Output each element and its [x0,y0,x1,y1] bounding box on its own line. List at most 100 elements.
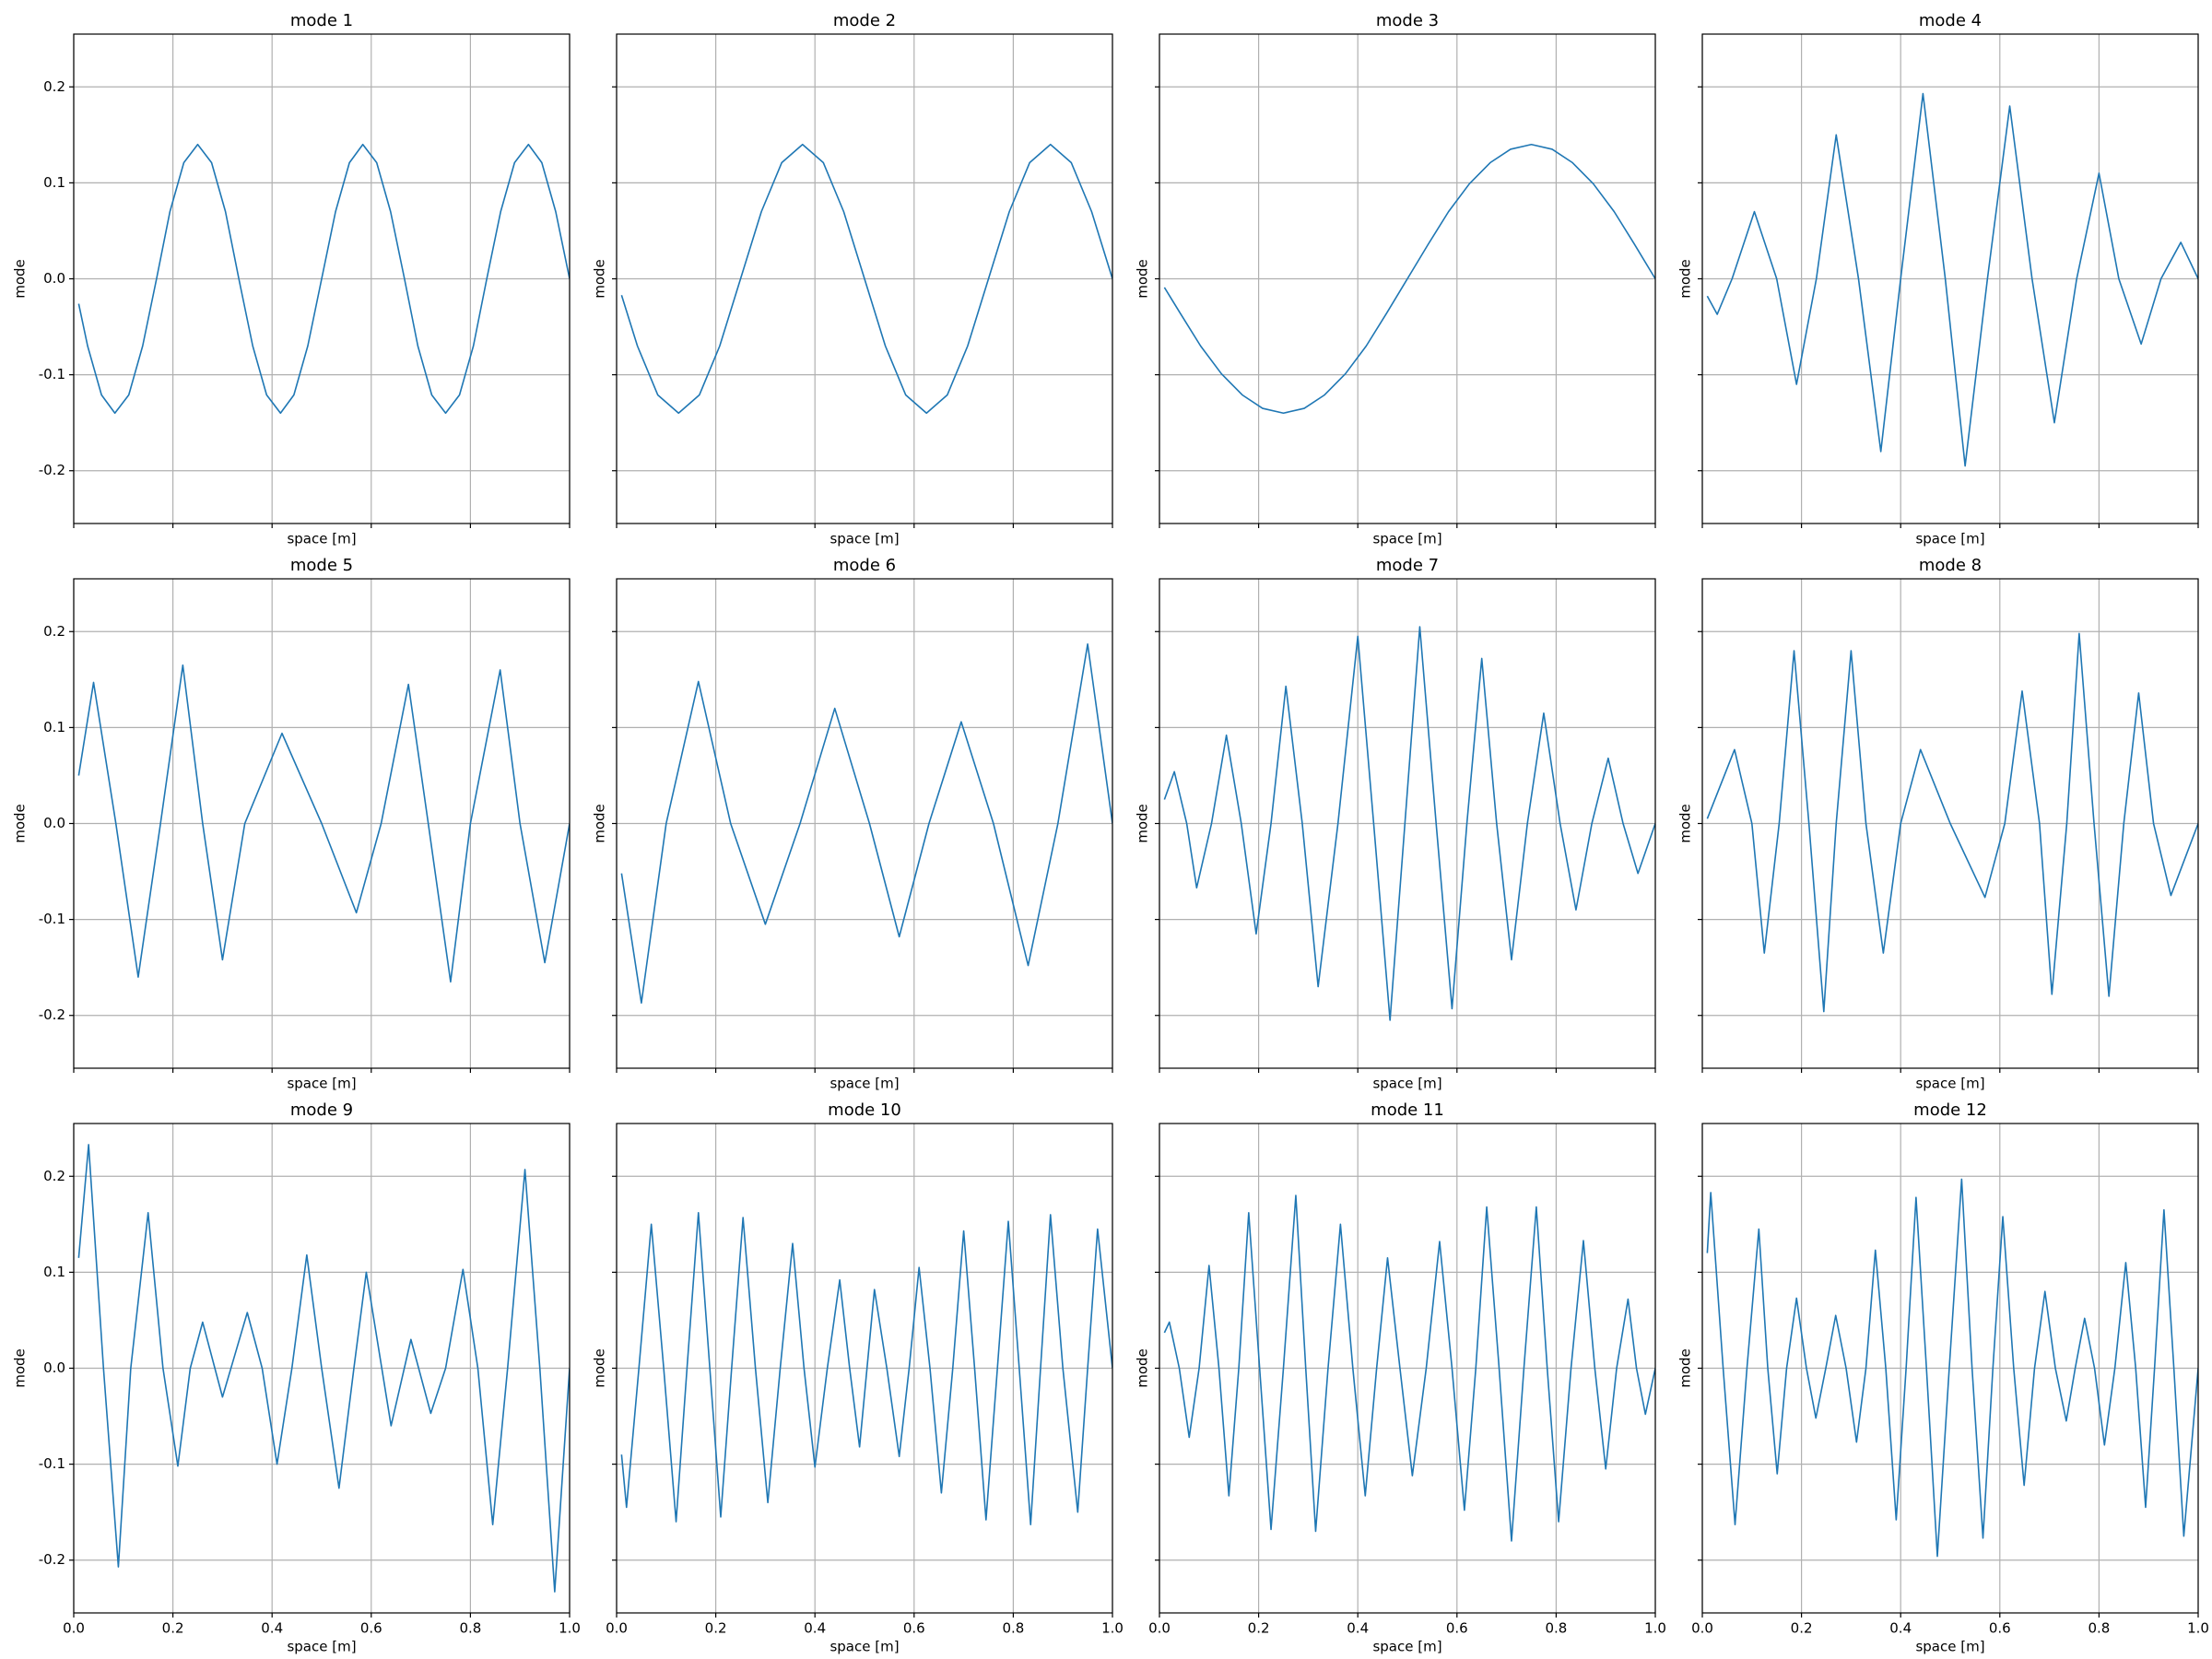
x-tick-label: 0.8 [1002,1620,1024,1637]
y-tick-label: 0.1 [43,1264,65,1280]
y-axis-label: mode [592,804,608,843]
mode-line [620,1212,1112,1526]
x-tick-label: 0.4 [804,1620,826,1637]
subplot-title: mode 6 [833,556,896,575]
plot-area [77,664,570,983]
y-tick-label: 0.2 [43,78,65,95]
axes-frame [73,578,571,1069]
plot-area [1706,92,2198,467]
x-tick-label: 0.4 [1347,1620,1369,1637]
subplot: 0.0 0.2 0.4 0.6 0.8 1.0 mode 11 space [m] mode [1135,1100,1666,1655]
mode-line [620,143,1112,415]
axes-frame [616,578,1113,1069]
subplot-title: mode 1 [290,11,353,30]
plot-area [77,143,570,415]
x-axis-label: space [m] [1372,1076,1441,1092]
plot-area [620,143,1112,415]
y-axis-label: mode [1677,804,1694,843]
y-tick-label: 0.2 [43,623,65,640]
subplot-title: mode 5 [290,556,353,575]
x-tick-label: 0.2 [162,1620,184,1637]
x-tick-label: 1.0 [1644,1620,1666,1637]
y-axis-label: mode [1677,259,1694,299]
mode-line [77,143,570,415]
x-tick-label: 0.6 [1989,1620,2011,1637]
x-tick-label: 1.0 [2187,1620,2209,1637]
axes-frame [1159,578,1656,1069]
plot-area [1163,143,1655,415]
plot-area [620,643,1112,1004]
mode-line [1163,626,1655,1021]
x-axis-label: space [m] [830,1639,899,1655]
subplot: 0.0 0.2 0.4 0.6 0.8 1.0 -0.2 -0.1 0.0 0.1 0.2 mode … [12,1100,581,1655]
subplot: mode 7 space [m] mode [1135,556,1656,1092]
y-axis-label: mode [1135,259,1151,299]
x-tick-label: 0.2 [1791,1620,1813,1637]
x-axis-label: space [m] [287,531,356,547]
subplot: 0.0 0.2 0.4 0.6 0.8 1.0 mode 10 space [m] mode [592,1100,1124,1655]
x-axis-label: space [m] [830,1076,899,1092]
x-tick-label: 1.0 [559,1620,581,1637]
y-tick-label: 0.0 [43,815,65,831]
y-tick-label: 0.2 [43,1168,65,1184]
subplot-title: mode 8 [1919,556,1982,575]
subplot: mode 6 space [m] mode [592,556,1113,1092]
plot-area [77,1144,570,1593]
subplot-title: mode 3 [1376,11,1439,30]
y-tick-label: -0.1 [39,911,65,927]
y-tick-label: -0.2 [39,1551,65,1568]
subplot: mode 4 space [m] mode [1677,11,2199,547]
mode-line [1706,92,2198,467]
subplot: -0.2 -0.1 0.0 0.1 0.2 mode 1 space [m] mode [12,11,571,547]
axes-frame [616,33,1113,524]
x-tick-label: 0.4 [261,1620,283,1637]
mode-line [1163,1194,1655,1542]
plot-area [1163,626,1655,1021]
axes-frame [616,1123,1113,1614]
mode-line [620,643,1112,1004]
x-tick-label: 0.0 [1148,1620,1171,1637]
y-tick-label: 0.1 [43,174,65,191]
y-axis-label: mode [592,259,608,299]
x-axis-label: space [m] [287,1639,356,1655]
x-tick-label: 0.4 [1889,1620,1912,1637]
x-axis-label: space [m] [1915,531,1984,547]
axes-frame [73,33,571,524]
x-tick-label: 0.8 [2088,1620,2110,1637]
subplot-title: mode 9 [290,1100,353,1120]
axes-frame [1701,33,2199,524]
y-axis-label: mode [12,1348,29,1388]
y-tick-label: 0.1 [43,719,65,735]
axes-frame [1701,578,2199,1069]
y-axis-label: mode [1135,1348,1151,1388]
x-tick-label: 0.6 [360,1620,382,1637]
x-tick-label: 0.8 [459,1620,481,1637]
mode-line [1706,632,2198,1013]
axes-frame [73,1123,571,1614]
x-axis-label: space [m] [1372,531,1441,547]
plot-area [620,1212,1112,1526]
axes-frame [1159,1123,1656,1614]
subplot: mode 3 space [m] mode [1135,11,1656,547]
x-tick-label: 0.2 [705,1620,727,1637]
subplot: mode 8 space [m] mode [1677,556,2199,1092]
subplot-title: mode 12 [1913,1100,1987,1120]
y-axis-label: mode [592,1348,608,1388]
plot-area [1706,1178,2198,1558]
y-axis-label: mode [1677,1348,1694,1388]
x-axis-label: space [m] [287,1076,356,1092]
x-tick-label: 0.8 [1545,1620,1567,1637]
plot-area [1163,1194,1655,1542]
mode-line [1706,1178,2198,1558]
x-axis-label: space [m] [1915,1076,1984,1092]
x-tick-label: 0.6 [1446,1620,1468,1637]
mode-line [1163,143,1655,415]
y-tick-label: -0.1 [39,366,65,382]
axes-frame [1701,1123,2199,1614]
axes-frame [1159,33,1656,524]
plot-area [1706,632,2198,1013]
subplot-title: mode 7 [1376,556,1439,575]
mode-line [77,664,570,983]
